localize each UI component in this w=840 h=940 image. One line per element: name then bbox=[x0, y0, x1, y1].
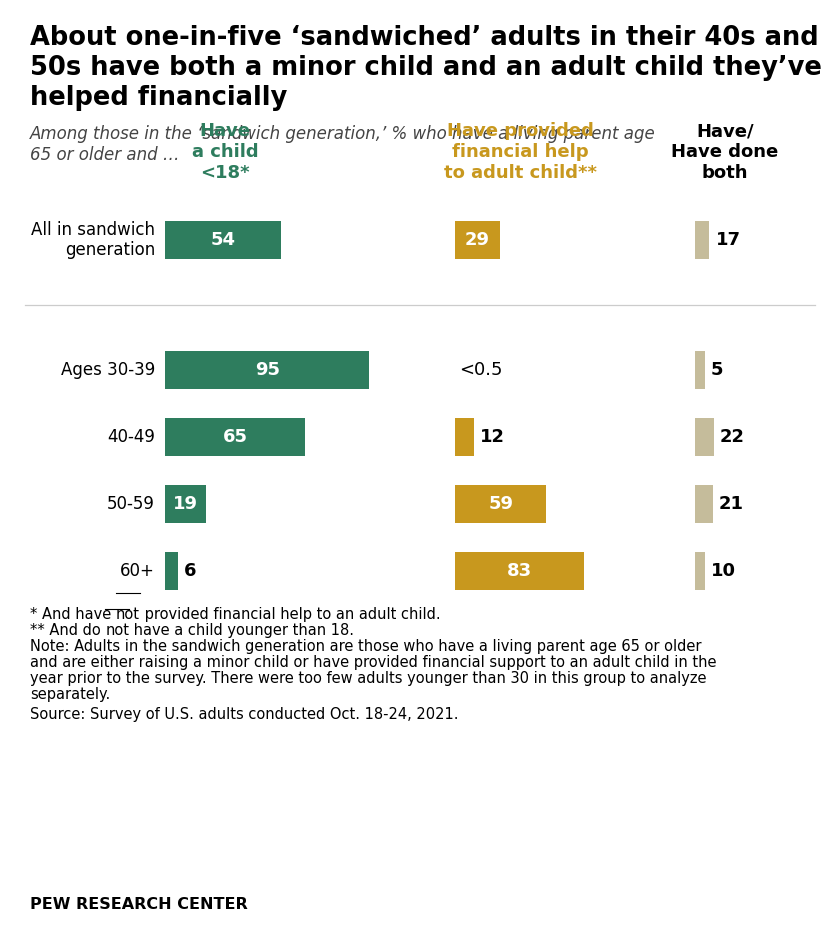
Text: Note: Adults in the sandwich generation are those who have a living parent age 6: Note: Adults in the sandwich generation … bbox=[30, 639, 701, 654]
Text: Ages 30-39: Ages 30-39 bbox=[60, 361, 155, 379]
Text: 21: 21 bbox=[719, 495, 744, 513]
Text: About one-in-five ‘sandwiched’ adults in their 40s and
50s have both a minor chi: About one-in-five ‘sandwiched’ adults in… bbox=[30, 25, 822, 111]
Text: ** And do: ** And do bbox=[30, 623, 105, 638]
Bar bbox=[695, 485, 713, 523]
Bar bbox=[455, 221, 500, 259]
Bar bbox=[165, 485, 206, 523]
Text: Among those in the ‘sandwich generation,’ % who have a living parent age
65 or o: Among those in the ‘sandwich generation,… bbox=[30, 125, 656, 164]
Bar bbox=[165, 221, 281, 259]
Text: PEW RESEARCH CENTER: PEW RESEARCH CENTER bbox=[30, 897, 248, 912]
Text: 6: 6 bbox=[184, 562, 197, 580]
Text: 59: 59 bbox=[488, 495, 513, 513]
Text: 40-49: 40-49 bbox=[108, 428, 155, 446]
Text: Have
a child
<18*: Have a child <18* bbox=[192, 122, 259, 182]
Bar bbox=[695, 221, 710, 259]
Bar bbox=[695, 552, 705, 590]
Text: 54: 54 bbox=[211, 231, 235, 249]
Bar bbox=[695, 351, 705, 389]
Text: 50-59: 50-59 bbox=[108, 495, 155, 513]
Bar bbox=[165, 552, 178, 590]
Text: <0.5: <0.5 bbox=[459, 361, 502, 379]
Text: not: not bbox=[116, 607, 140, 622]
Text: 22: 22 bbox=[720, 428, 745, 446]
Text: All in sandwich
generation: All in sandwich generation bbox=[31, 221, 155, 259]
Text: and are either raising a minor child or have provided financial support to an ad: and are either raising a minor child or … bbox=[30, 655, 717, 670]
Text: Have/
Have done
both: Have/ Have done both bbox=[671, 122, 779, 182]
Text: 10: 10 bbox=[711, 562, 736, 580]
Bar bbox=[165, 351, 370, 389]
Text: 95: 95 bbox=[255, 361, 280, 379]
Text: 83: 83 bbox=[507, 562, 532, 580]
Text: Source: Survey of U.S. adults conducted Oct. 18-24, 2021.: Source: Survey of U.S. adults conducted … bbox=[30, 707, 459, 722]
Text: 19: 19 bbox=[173, 495, 198, 513]
Text: 60+: 60+ bbox=[120, 562, 155, 580]
Text: 65: 65 bbox=[223, 428, 247, 446]
Text: 29: 29 bbox=[465, 231, 490, 249]
Text: 12: 12 bbox=[480, 428, 505, 446]
Text: separately.: separately. bbox=[30, 687, 110, 702]
Text: provided financial help to an adult child.: provided financial help to an adult chil… bbox=[140, 607, 440, 622]
Bar bbox=[165, 418, 305, 456]
Text: 17: 17 bbox=[716, 231, 740, 249]
Text: year prior to the survey. There were too few adults younger than 30 in this grou: year prior to the survey. There were too… bbox=[30, 671, 706, 686]
Bar bbox=[455, 552, 584, 590]
Text: 5: 5 bbox=[711, 361, 723, 379]
Bar bbox=[455, 418, 474, 456]
Text: Have provided
financial help
to adult child**: Have provided financial help to adult ch… bbox=[444, 122, 596, 182]
Text: have a child younger than 18.: have a child younger than 18. bbox=[129, 623, 354, 638]
Bar bbox=[695, 418, 714, 456]
Text: not: not bbox=[105, 623, 129, 638]
Bar bbox=[455, 485, 547, 523]
Text: * And have: * And have bbox=[30, 607, 116, 622]
